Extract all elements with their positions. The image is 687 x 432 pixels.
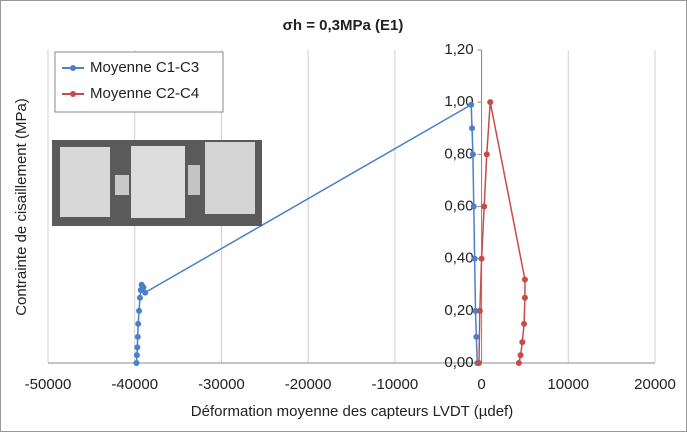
x-axis-label: Déformation moyenne des capteurs LVDT (µ… (191, 403, 513, 420)
data-point (476, 307, 483, 314)
y-tick-label: 0,20 (444, 302, 473, 319)
x-tick-label: -10000 (371, 376, 418, 393)
chart-title: σh = 0,3MPa (E1) (283, 17, 404, 34)
data-point (519, 339, 526, 346)
data-point (472, 307, 479, 314)
legend-label: Moyenne C1-C3 (90, 59, 199, 76)
data-point (521, 294, 528, 301)
data-point (136, 307, 143, 314)
y-tick-label: 1,20 (444, 41, 473, 58)
data-point (487, 99, 494, 106)
data-point (135, 320, 142, 327)
data-point (134, 344, 141, 351)
data-point (469, 151, 476, 158)
y-axis-label: Contrainte de cisaillement (MPa) (13, 98, 30, 316)
x-tick-label: -30000 (198, 376, 245, 393)
inset-photo (52, 140, 262, 226)
y-tick-label: 0,00 (444, 354, 473, 371)
data-point (471, 255, 478, 262)
legend-label: Moyenne C2-C4 (90, 85, 199, 102)
data-point (133, 360, 140, 366)
data-point (521, 276, 528, 283)
data-point (468, 101, 475, 108)
data-point (133, 352, 140, 359)
x-tick-label: -50000 (25, 376, 72, 393)
x-tick-label: 20000 (634, 376, 676, 393)
legend: Moyenne C1-C3 Moyenne C2-C4 (54, 51, 224, 113)
y-tick-label: 0,40 (444, 250, 473, 267)
data-point (469, 125, 476, 132)
data-point (140, 284, 147, 291)
data-point (515, 360, 522, 366)
data-point (481, 203, 488, 210)
data-point (521, 320, 528, 327)
data-point (473, 333, 480, 340)
legend-marker (70, 65, 76, 71)
y-tick-label: 0,80 (444, 145, 473, 162)
data-point (142, 289, 149, 296)
y-tick-label: 0,60 (444, 197, 473, 214)
data-point (134, 333, 141, 340)
data-point (475, 360, 482, 366)
x-tick-label: 10000 (547, 376, 589, 393)
x-tick-label: -20000 (285, 376, 332, 393)
legend-marker (70, 91, 76, 97)
data-point (470, 203, 477, 210)
data-point (483, 151, 490, 158)
x-tick-label: -40000 (111, 376, 158, 393)
x-tick-label: 0 (477, 376, 485, 393)
y-tick-label: 1,00 (444, 93, 473, 110)
data-point (478, 255, 485, 262)
data-point (136, 294, 143, 301)
data-point (517, 352, 524, 359)
